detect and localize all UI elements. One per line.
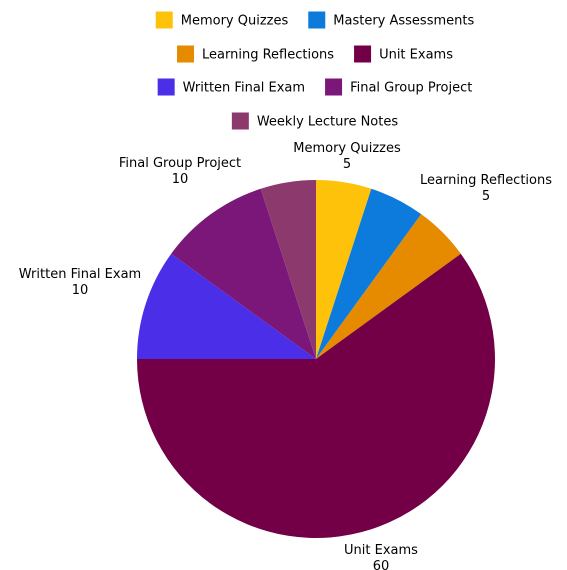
- legend-item-weekly-lecture-notes[interactable]: Weekly Lecture Notes: [231, 112, 399, 130]
- pie-slice-mastery-assessments[interactable]: [316, 188, 422, 359]
- data-label-name: Memory Quizzes: [293, 141, 401, 156]
- pie-slice-written-final-exam[interactable]: [137, 253, 316, 359]
- data-label-value: 60: [373, 559, 390, 570]
- legend-swatch-memory-quizzes: [155, 11, 173, 29]
- legend-swatch-unit-exams: [354, 45, 372, 63]
- legend-label-written-final-exam: Written Final Exam: [183, 81, 305, 96]
- pie-slices: [137, 180, 495, 538]
- data-label-value: 5: [343, 157, 351, 172]
- legend-item-final-group-project[interactable]: Final Group Project: [325, 78, 472, 96]
- legend-label-mastery-assessments: Mastery Assessments: [333, 14, 474, 29]
- pie-slice-learning-reflections[interactable]: [316, 214, 461, 359]
- data-label-name: Written Final Exam: [19, 267, 141, 282]
- data-label-value: 5: [482, 189, 490, 204]
- data-label-name: Final Group Project: [119, 156, 241, 171]
- pie-slice-final-group-project[interactable]: [171, 188, 316, 359]
- pie-slice-unit-exams[interactable]: [137, 253, 495, 538]
- legend-swatch-learning-reflections: [177, 45, 195, 63]
- legend-swatch-weekly-lecture-notes: [231, 112, 249, 130]
- legend-label-unit-exams: Unit Exams: [379, 48, 453, 63]
- pie-slice-weekly-lecture-notes[interactable]: [260, 180, 316, 359]
- legend-item-memory-quizzes[interactable]: Memory Quizzes: [155, 11, 289, 29]
- legend-item-mastery-assessments[interactable]: Mastery Assessments: [308, 11, 474, 29]
- legend-swatch-mastery-assessments: [308, 11, 326, 29]
- data-label-value: 10: [72, 283, 89, 298]
- legend-swatch-written-final-exam: [157, 78, 175, 96]
- legend-item-written-final-exam[interactable]: Written Final Exam: [157, 78, 305, 96]
- pie-slice-memory-quizzes[interactable]: [316, 180, 372, 359]
- data-label-value: 10: [172, 172, 189, 187]
- data-label-name: Learning Reflections: [420, 173, 552, 188]
- legend-item-learning-reflections[interactable]: Learning Reflections: [177, 45, 334, 63]
- legend-label-memory-quizzes: Memory Quizzes: [181, 14, 289, 29]
- legend-swatch-final-group-project: [325, 78, 343, 96]
- legend-label-weekly-lecture-notes: Weekly Lecture Notes: [257, 115, 399, 130]
- legend-label-learning-reflections: Learning Reflections: [202, 48, 334, 63]
- data-label-name: Unit Exams: [344, 543, 418, 558]
- chart-legend: Memory Quizzes Mastery Assessments Learnin…: [155, 11, 474, 130]
- legend-item-unit-exams[interactable]: Unit Exams: [354, 45, 453, 63]
- legend-label-final-group-project: Final Group Project: [350, 81, 472, 96]
